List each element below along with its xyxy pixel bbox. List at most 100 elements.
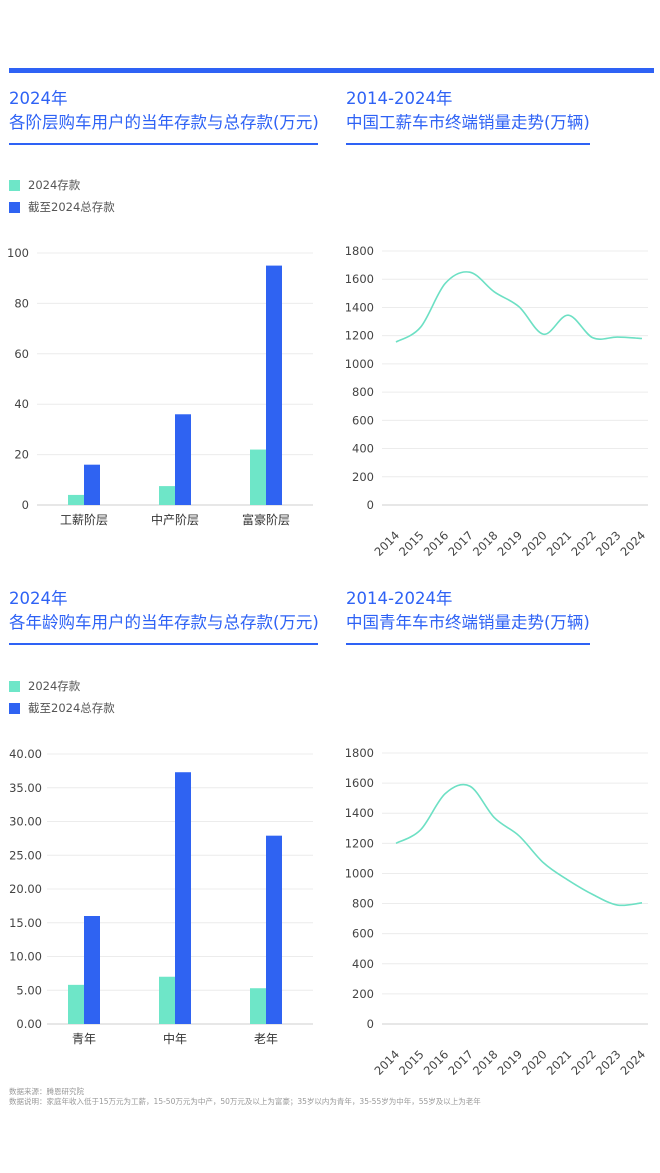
y-tick-label: 0.00 (16, 1017, 42, 1031)
title-year: 2014-2024年 (346, 89, 453, 108)
x-tick-label: 2018 (470, 528, 501, 559)
top-accent-bar (9, 68, 654, 73)
x-tick-label: 2019 (495, 528, 526, 559)
bar (68, 494, 84, 505)
x-tick-label: 2016 (421, 1047, 452, 1078)
y-tick-label: 15.00 (9, 916, 42, 930)
bar (266, 265, 282, 505)
y-tick-label: 5.00 (16, 983, 42, 997)
chart-title-wealth-tier: 2024年 各阶层购车用户的当年存款与总存款(万元) (9, 87, 319, 145)
title-year: 2014-2024年 (346, 589, 453, 608)
bar (159, 486, 175, 505)
y-tick-label: 35.00 (9, 781, 42, 795)
x-tick-label: 2022 (568, 528, 599, 559)
legend-swatch (9, 179, 20, 191)
title-year: 2024年 (9, 89, 68, 108)
x-tick-label: 2019 (495, 1047, 526, 1078)
legend-swatch (9, 680, 20, 692)
x-tick-label: 2023 (593, 1047, 624, 1078)
legend-item: 截至2024总存款 (9, 196, 115, 218)
y-tick-label: 10.00 (9, 950, 42, 964)
chart-title-worker-sales: 2014-2024年 中国工薪车市终端销量走势(万辆) (346, 87, 590, 145)
x-tick-label: 2023 (593, 528, 624, 559)
series-line (395, 783, 643, 907)
y-tick-label: 30.00 (9, 815, 42, 829)
x-tick-label: 2021 (544, 528, 575, 559)
x-tick-label: 2016 (421, 528, 452, 559)
bar (68, 984, 84, 1024)
legend-swatch (9, 702, 20, 714)
chart-title-youth-sales: 2014-2024年 中国青年车市终端销量走势(万辆) (346, 587, 590, 645)
legend-item: 截至2024总存款 (9, 697, 115, 719)
x-tick-label: 2017 (445, 528, 476, 559)
legend-label: 截至2024总存款 (28, 200, 115, 214)
legend-swatch (9, 201, 20, 213)
y-tick-label: 40.00 (9, 747, 42, 761)
y-tick-label: 60 (14, 347, 29, 361)
y-tick-label: 1200 (345, 329, 374, 343)
x-tick-label: 2014 (372, 528, 403, 559)
x-tick-label: 2018 (470, 1047, 501, 1078)
x-tick-label: 2015 (396, 528, 427, 559)
y-tick-label: 600 (352, 413, 374, 427)
title-text: 中国青年车市终端销量走势(万辆) (346, 613, 590, 632)
y-tick-label: 400 (352, 957, 374, 971)
legend-bottom: 2024存款 截至2024总存款 (9, 675, 115, 719)
bar (266, 835, 282, 1024)
y-tick-label: 0 (367, 1017, 374, 1031)
y-tick-label: 1000 (345, 357, 374, 371)
x-category-label: 工薪阶层 (60, 513, 108, 527)
y-tick-label: 100 (7, 246, 29, 260)
y-tick-label: 40 (14, 397, 29, 411)
title-year: 2024年 (9, 589, 68, 608)
x-category-label: 中产阶层 (151, 512, 199, 527)
legend-item: 2024存款 (9, 675, 115, 697)
legend-label: 截至2024总存款 (28, 701, 115, 715)
legend-label: 2024存款 (28, 178, 81, 192)
title-text: 中国工薪车市终端销量走势(万辆) (346, 113, 590, 132)
y-tick-label: 1600 (345, 776, 374, 790)
title-underline (346, 143, 590, 145)
bar (159, 976, 175, 1024)
y-tick-label: 200 (352, 470, 374, 484)
x-tick-label: 2014 (372, 1047, 403, 1078)
chart-title-age-group: 2024年 各年龄购车用户的当年存款与总存款(万元) (9, 587, 319, 645)
bar (175, 772, 191, 1024)
y-tick-label: 800 (352, 385, 374, 399)
y-tick-label: 80 (14, 296, 29, 310)
x-category-label: 老年 (254, 1032, 278, 1046)
series-line (395, 271, 643, 343)
title-underline (346, 643, 590, 645)
y-tick-label: 1400 (345, 806, 374, 820)
y-tick-label: 1800 (345, 746, 374, 760)
y-tick-label: 800 (352, 897, 374, 911)
title-underline (9, 143, 318, 145)
x-tick-label: 2022 (568, 1047, 599, 1078)
y-tick-label: 1800 (345, 244, 374, 258)
bar (175, 414, 191, 505)
y-tick-label: 600 (352, 927, 374, 941)
y-tick-label: 25.00 (9, 848, 42, 862)
bar (84, 916, 100, 1024)
legend-item: 2024存款 (9, 174, 115, 196)
legend-top: 2024存款 截至2024总存款 (9, 174, 115, 218)
x-category-label: 青年 (72, 1032, 96, 1046)
x-tick-label: 2020 (519, 1047, 550, 1078)
data-source: 数据来源：腾恩研究院 (9, 1087, 84, 1096)
x-tick-label: 2015 (396, 1047, 427, 1078)
x-category-label: 中年 (163, 1031, 187, 1046)
x-tick-label: 2020 (519, 528, 550, 559)
x-tick-label: 2017 (445, 1047, 476, 1078)
y-tick-label: 1200 (345, 836, 374, 850)
y-tick-label: 20.00 (9, 882, 42, 896)
y-tick-label: 0 (367, 498, 374, 512)
y-tick-label: 0 (22, 498, 29, 512)
x-category-label: 富豪阶层 (242, 512, 290, 527)
title-underline (9, 643, 318, 645)
title-text: 各年龄购车用户的当年存款与总存款(万元) (9, 613, 319, 632)
bar (250, 988, 266, 1024)
y-tick-label: 1400 (345, 300, 374, 314)
title-text: 各阶层购车用户的当年存款与总存款(万元) (9, 113, 319, 132)
bar (250, 449, 266, 505)
